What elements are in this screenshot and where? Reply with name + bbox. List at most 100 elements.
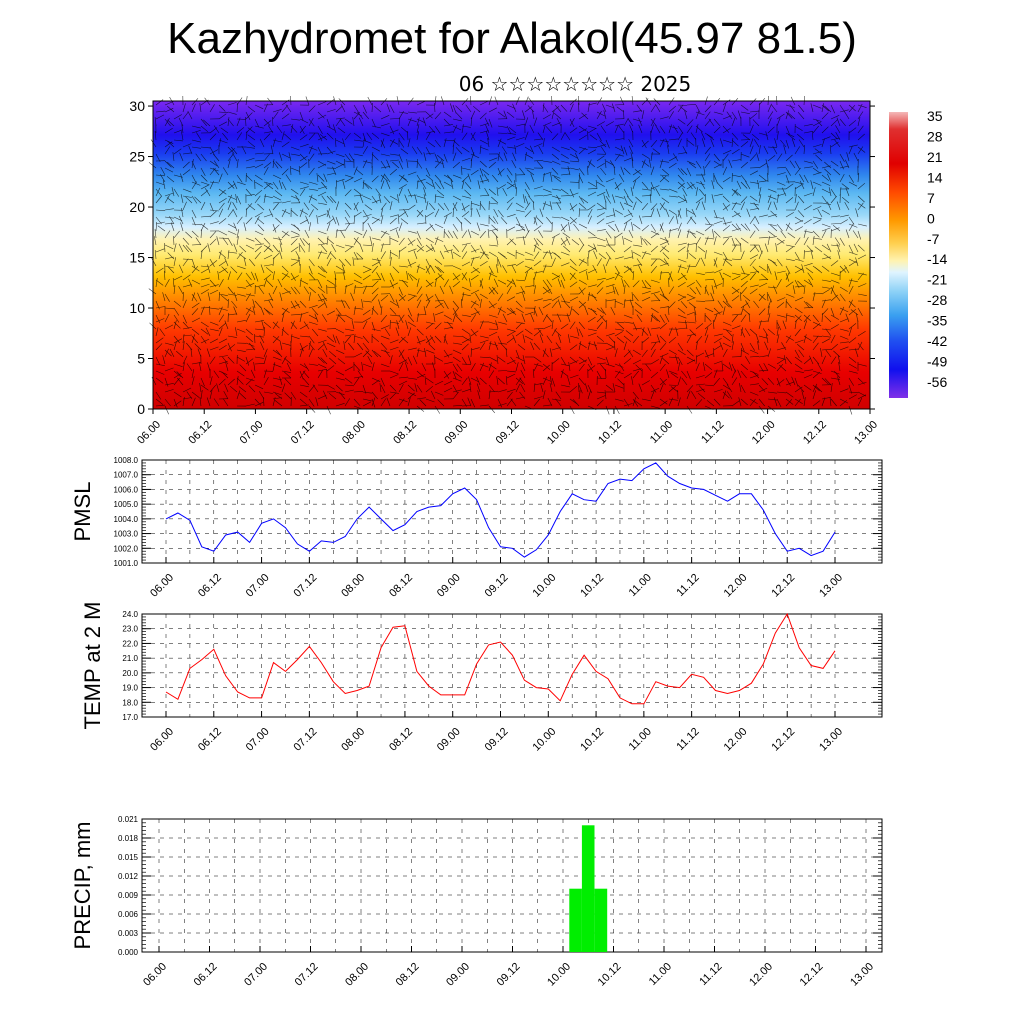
wind-barb	[537, 328, 544, 337]
wind-barb	[569, 306, 573, 316]
wind-barb	[834, 237, 841, 246]
wind-barb	[668, 188, 678, 193]
wind-barb	[533, 383, 536, 393]
wind-barb	[233, 292, 238, 302]
wind-barb	[542, 390, 546, 400]
wind-barb	[254, 163, 264, 169]
wind-barb	[821, 377, 829, 385]
wind-barb	[659, 363, 666, 372]
wind-barb	[164, 101, 174, 106]
wind-barb	[569, 192, 579, 197]
wind-barb	[781, 187, 787, 197]
wind-barb	[290, 146, 300, 151]
wind-barb	[299, 153, 307, 161]
wind-barb	[488, 202, 498, 205]
wind-barb	[686, 293, 696, 299]
wind-barb	[245, 282, 255, 288]
wind-barb	[389, 217, 397, 225]
wind-barb	[650, 166, 655, 176]
wind-barb	[814, 148, 823, 155]
wind-barb	[384, 349, 391, 358]
wind-barb	[614, 223, 620, 233]
wind-barb	[317, 213, 327, 218]
wind-barb	[400, 126, 409, 134]
wind-barb	[182, 321, 190, 329]
wind-barb	[487, 138, 490, 148]
wind-barb	[290, 391, 297, 400]
wind-barb	[704, 153, 711, 162]
wind-barb	[857, 117, 861, 127]
wind-barb	[821, 223, 831, 228]
wind-barb	[443, 244, 449, 254]
wind-barb	[455, 105, 463, 113]
wind-barb	[839, 307, 849, 313]
wind-barb	[731, 188, 738, 197]
wind-barb	[371, 195, 378, 204]
wind-barb	[830, 227, 840, 232]
wind-barb	[740, 328, 745, 338]
wind-barb	[315, 397, 319, 407]
wind-barb	[155, 404, 166, 407]
wind-barb	[389, 139, 395, 148]
wind-barb	[713, 311, 723, 316]
wind-barb	[806, 301, 814, 309]
wind-barb	[191, 334, 195, 344]
wind-barb	[592, 264, 598, 274]
wind-barb	[272, 111, 279, 120]
wind-barb	[704, 384, 715, 387]
wind-barb	[236, 390, 241, 400]
wind-barb	[290, 335, 300, 340]
wind-barb	[829, 144, 832, 155]
wind-barb	[398, 174, 405, 183]
wind-barb	[302, 378, 310, 386]
wind-barb	[217, 271, 220, 281]
wind-barb	[686, 229, 690, 239]
wind-barb	[506, 331, 515, 337]
wind-barb	[578, 146, 588, 150]
wind-barb	[605, 195, 612, 204]
wind-barb	[425, 258, 431, 268]
wind-barb	[338, 98, 346, 106]
wind-barb	[713, 269, 723, 274]
wind-barb	[443, 138, 447, 148]
wind-barb	[684, 110, 688, 120]
wind-barb	[181, 131, 184, 141]
wind-barb	[695, 383, 705, 386]
wind-barb	[281, 383, 286, 393]
wind-barb	[783, 145, 787, 155]
wind-barb	[711, 180, 715, 190]
wind-barb	[839, 153, 845, 162]
wind-barb	[857, 146, 864, 155]
x-tick-label: 06.00	[141, 961, 169, 989]
wind-barb	[821, 174, 830, 181]
wind-barb	[623, 398, 630, 407]
wind-barb	[470, 202, 480, 206]
wind-barb	[200, 215, 211, 218]
wind-barb	[659, 271, 662, 281]
wind-barb	[506, 328, 516, 332]
wind-barb	[213, 160, 220, 169]
wind-barb	[812, 167, 821, 174]
wind-barb	[335, 229, 338, 239]
wind-barb	[668, 105, 676, 113]
wind-barb	[722, 321, 732, 326]
wind-barb	[326, 384, 335, 390]
wind-barb	[731, 369, 737, 379]
wind-barb	[686, 321, 696, 324]
wind-barb	[200, 277, 210, 281]
wind-barb	[524, 106, 533, 113]
wind-barb	[740, 363, 748, 371]
wind-barb	[668, 162, 677, 169]
wind-barb	[785, 381, 795, 386]
wind-barb	[182, 152, 192, 155]
wind-barb	[524, 265, 534, 270]
wind-barb	[677, 327, 687, 330]
wind-barb	[227, 181, 235, 189]
wind-barb	[182, 362, 185, 372]
wind-barb	[452, 139, 460, 147]
wind-barb	[263, 307, 271, 315]
wind-barb	[605, 276, 615, 281]
wind-barb	[236, 195, 242, 205]
wind-barb	[398, 153, 403, 163]
wind-barb	[758, 387, 768, 393]
